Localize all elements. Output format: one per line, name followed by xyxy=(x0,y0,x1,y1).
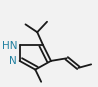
Text: HN: HN xyxy=(2,41,18,51)
Text: N: N xyxy=(9,56,17,66)
